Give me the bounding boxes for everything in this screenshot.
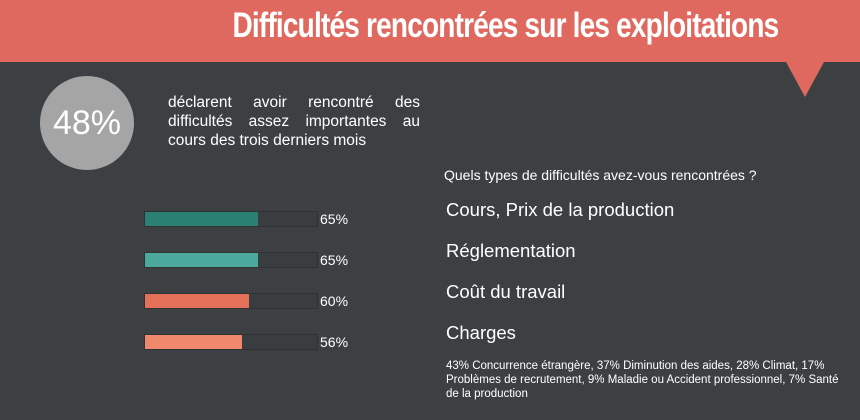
bar-fill [145,335,242,349]
banner-notch [786,62,824,97]
category-label: Coût du travail [446,281,566,302]
question-text: Quels types de difficultés avez-vous ren… [444,167,757,183]
title-banner: Difficultés rencontrées sur les exploita… [0,0,860,62]
page-title: Difficultés rencontrées sur les exploita… [232,6,779,45]
bar-track [144,293,318,309]
bar-value-label: 65% [320,211,349,227]
stat-description: déclarent avoir rencontré des difficulté… [168,94,420,149]
percent-circle: 48% [40,76,134,170]
category-label: Réglementation [446,240,576,261]
category-label: Charges [446,322,516,343]
bar-track [144,211,318,227]
bar-value-label: 56% [320,334,349,350]
bar-fill [145,253,258,267]
bar-value-label: 60% [320,293,349,309]
category-label: Cours, Prix de la production [446,199,675,220]
bar-fill [145,212,258,226]
bar-track [144,252,318,268]
footnote: 43% Concurrence étrangère, 37% Diminutio… [446,360,839,400]
bar-fill [145,294,249,308]
bar-track [144,334,318,350]
percent-value: 48% [52,103,122,142]
bar-value-label: 65% [320,252,349,268]
